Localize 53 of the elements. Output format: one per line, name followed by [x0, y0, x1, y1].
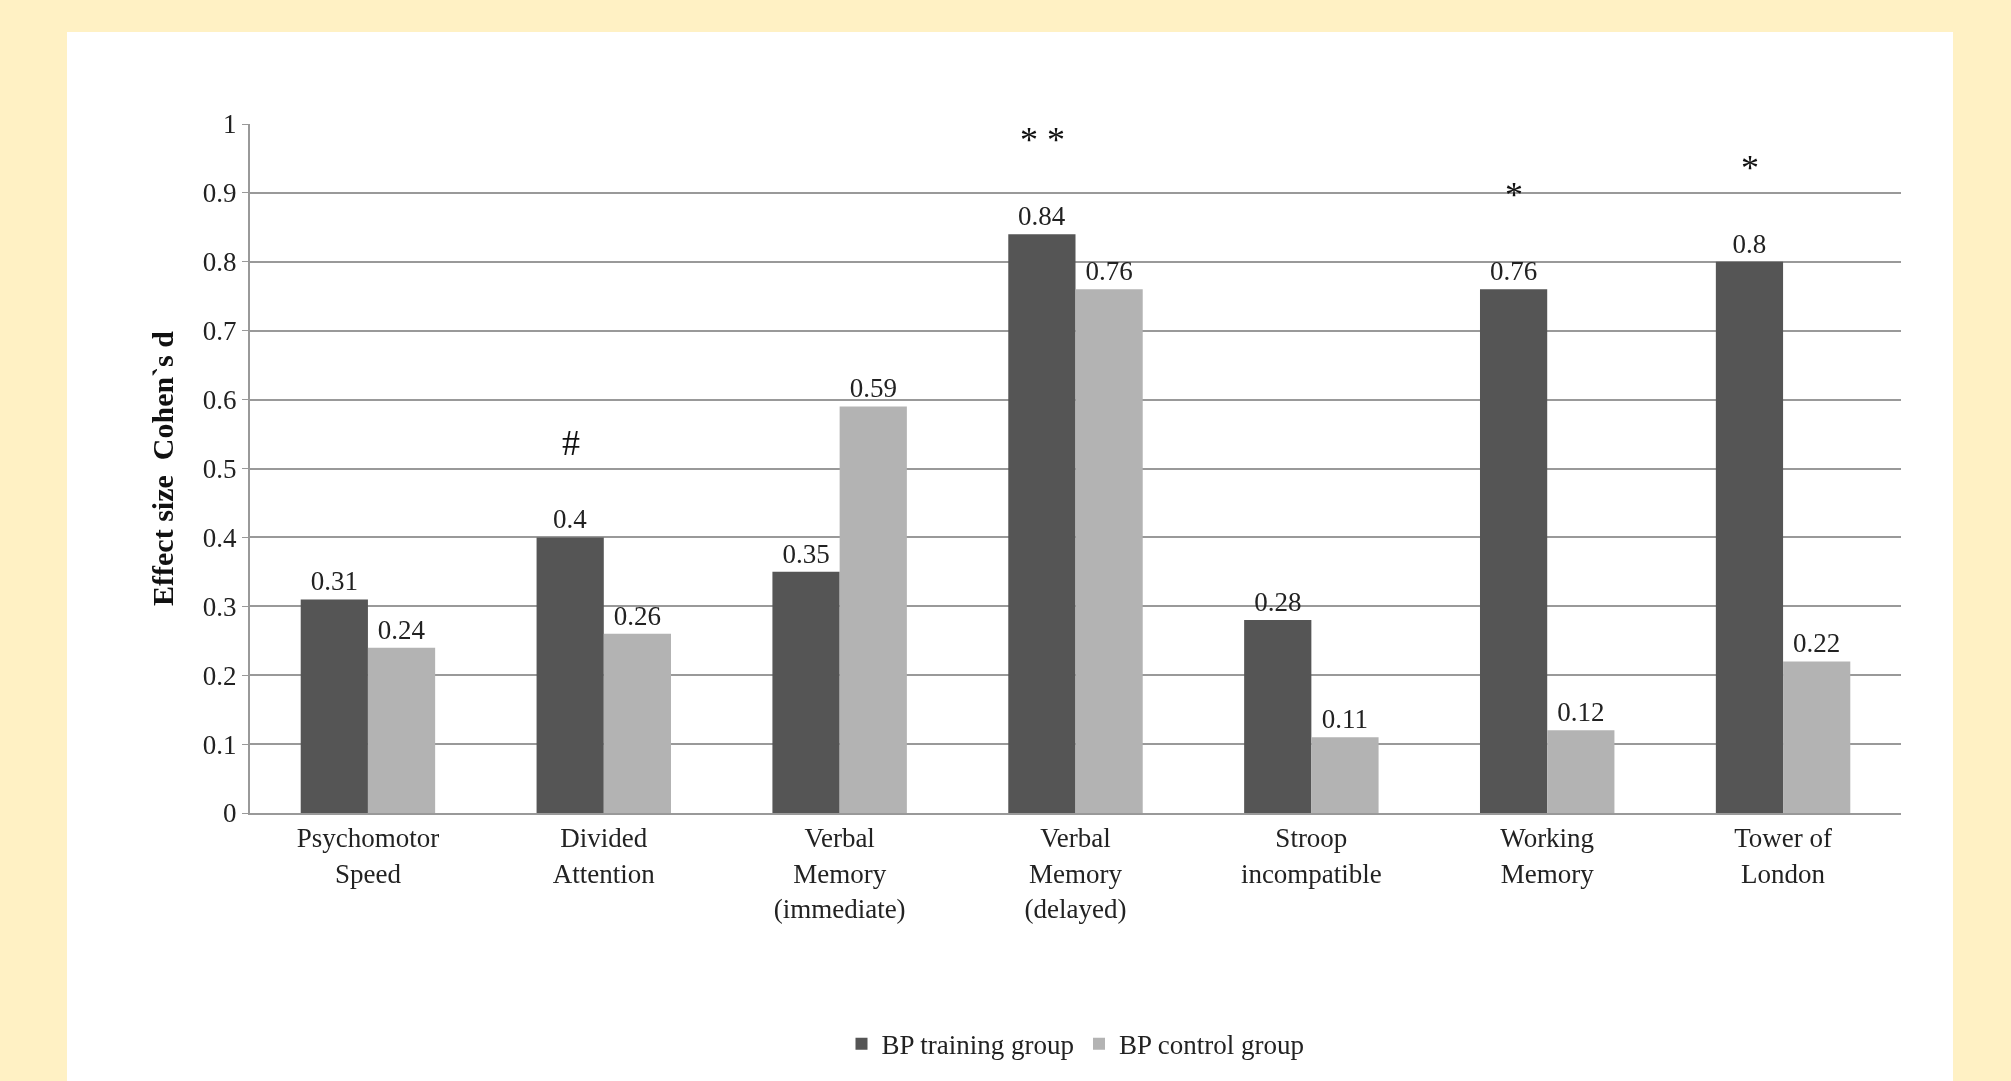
y-axis-title: Effect size Cohen`s d	[146, 330, 180, 606]
data-label: 0.31	[310, 566, 358, 597]
x-tick-label: Verbal Memory (delayed)	[1024, 823, 1127, 924]
y-tick-label: 0	[223, 798, 237, 829]
x-tick-label: Working Memory	[1500, 823, 1595, 889]
data-label: 0.26	[613, 600, 662, 631]
legend-label: BP control group	[1119, 1030, 1304, 1061]
data-label: 0.59	[849, 373, 897, 404]
bar	[1311, 737, 1379, 813]
y-tick-label: 0.7	[202, 316, 237, 347]
data-label: 0.11	[1321, 704, 1369, 735]
data-label: 0.8	[1732, 228, 1767, 259]
bar	[536, 537, 604, 813]
legend-label: BP training group	[881, 1030, 1074, 1061]
bar	[367, 647, 436, 813]
bar	[1075, 289, 1143, 813]
bar	[1547, 730, 1615, 813]
x-tick-label: Psychomotor Speed	[296, 823, 440, 889]
bar	[603, 633, 672, 813]
y-tick-label: 0.5	[202, 453, 237, 484]
annotation: *	[1505, 175, 1523, 215]
x-tick-label: Divided Attention	[552, 823, 656, 889]
y-tick-label: 0.2	[202, 660, 237, 691]
data-label: 0.22	[1793, 628, 1841, 659]
bar	[1008, 234, 1076, 813]
y-tick-label: 1	[223, 109, 237, 140]
y-tick-label: 0.9	[202, 178, 237, 209]
y-tick-label: 0.1	[202, 729, 237, 760]
y-tick-label: 0.6	[202, 385, 237, 416]
x-tick-label: Tower of London	[1734, 823, 1832, 889]
annotation: #	[562, 423, 580, 463]
data-label: 0.35	[782, 538, 830, 569]
data-label: 0.84	[1018, 201, 1066, 232]
data-label: 0.76	[1085, 256, 1133, 287]
data-label: 0.24	[377, 614, 426, 645]
data-label: 0.76	[1489, 256, 1538, 287]
y-tick-label: 0.3	[202, 591, 237, 622]
bar	[772, 571, 840, 813]
annotation: *	[1741, 148, 1759, 188]
y-tick-label: 0.8	[202, 247, 237, 278]
data-label: 0.4	[553, 504, 588, 535]
bar	[1479, 289, 1548, 813]
data-label: 0.12	[1557, 697, 1605, 728]
bar	[300, 599, 368, 813]
x-tick-label: Stroop incompatible	[1240, 823, 1382, 889]
y-tick-label: 0.4	[202, 522, 238, 553]
bar	[1715, 261, 1784, 813]
bar	[1244, 620, 1312, 813]
bar	[839, 406, 907, 813]
bar	[1783, 661, 1851, 813]
data-label: 0.28	[1254, 587, 1302, 618]
x-tick-label: Verbal Memory (immediate)	[773, 823, 906, 924]
annotation: * *	[1020, 120, 1065, 160]
